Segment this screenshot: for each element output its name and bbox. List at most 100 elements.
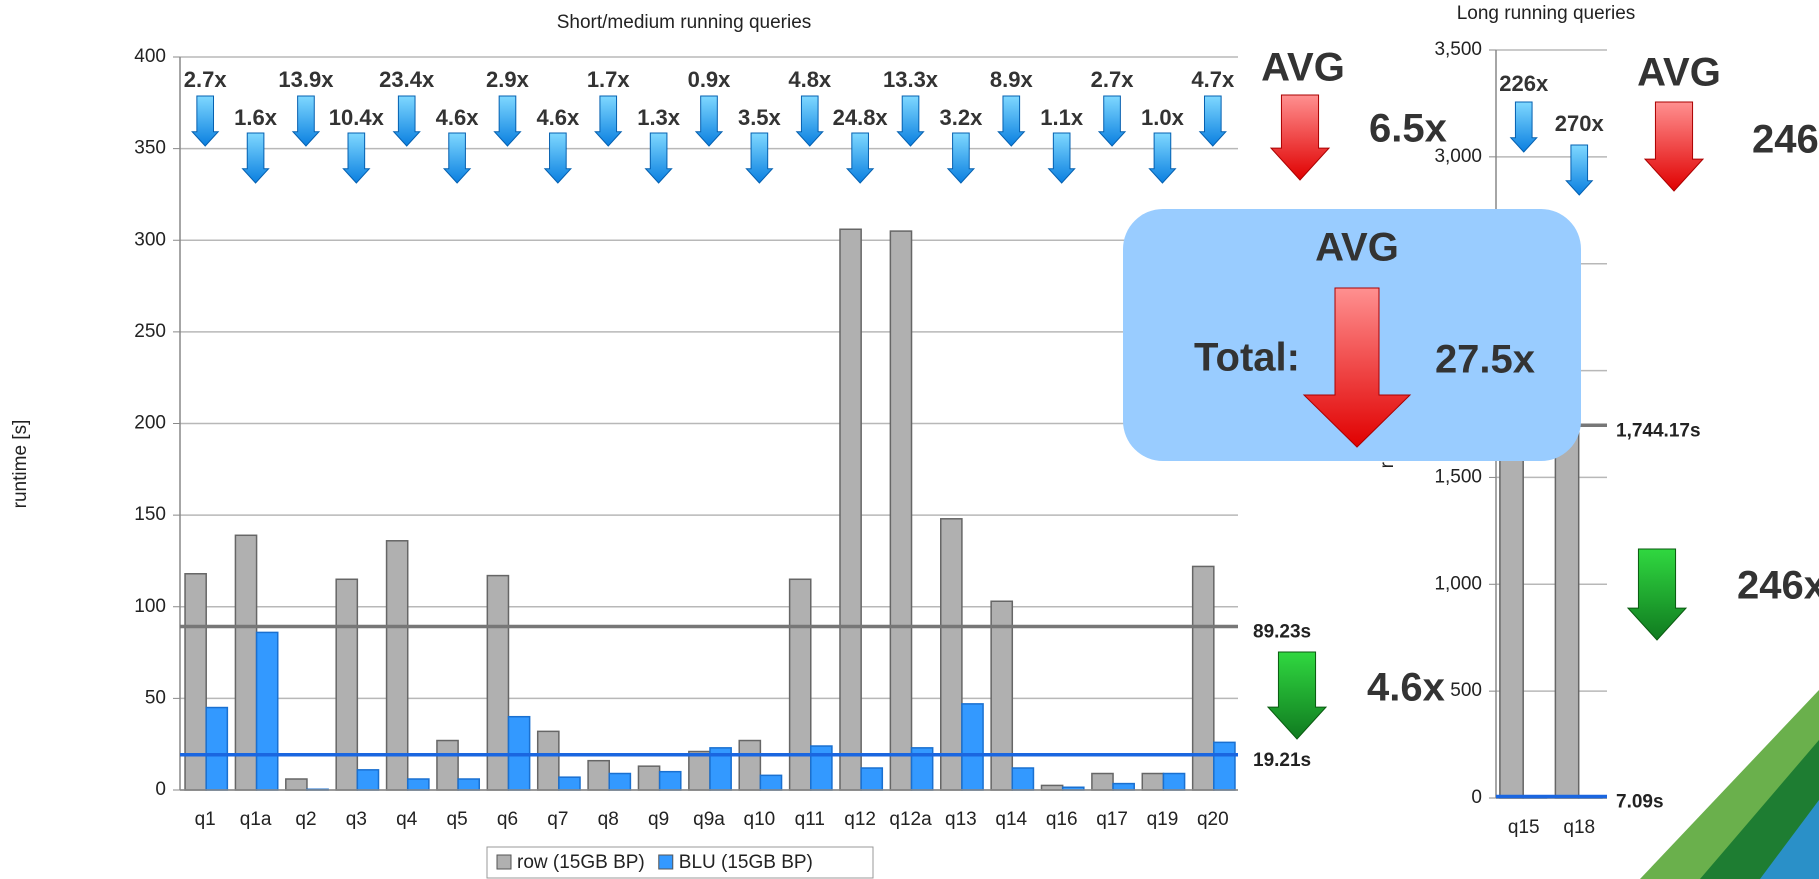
- y-tick-label: 150: [134, 504, 166, 525]
- speedup-label: 270x: [1555, 111, 1605, 136]
- bar: [688, 750, 711, 791]
- plot-layer: Short/medium running queries runtime [s] 0…: [10, 3, 1819, 879]
- speedup-label: 3.2x: [939, 105, 983, 130]
- corner-decoration: [1640, 690, 1819, 879]
- bar: [1091, 772, 1114, 791]
- y-axis-label: runtime [s]: [10, 420, 31, 509]
- speedup-arrow: [1047, 132, 1076, 184]
- y-tick-label: 200: [134, 413, 166, 434]
- bar: [205, 706, 229, 791]
- speedup-label: 226x: [1499, 71, 1549, 96]
- avg-speedup-arrow: [1643, 101, 1705, 192]
- bar: [457, 778, 481, 791]
- x-tick-label: q8: [598, 809, 619, 830]
- x-tick-label: q10: [744, 809, 776, 830]
- legend: row (15GB BP) BLU (15GB BP): [486, 846, 874, 879]
- x-tick-label: q12a: [889, 809, 932, 830]
- bar: [658, 770, 682, 791]
- avg-speedup-arrow: [1269, 94, 1331, 181]
- speedup-label: 2.7x: [184, 67, 228, 92]
- total-label: Total:: [1194, 336, 1300, 380]
- speedup-label: 4.8x: [788, 67, 832, 92]
- speedup-arrow: [392, 95, 421, 147]
- x-tick-label: q19: [1147, 809, 1179, 830]
- chart-title: Short/medium running queries: [557, 12, 812, 33]
- avg-title: AVG: [1637, 51, 1721, 95]
- avg-speedup-label: 246x: [1737, 564, 1819, 608]
- avg-speedup-arrow: [1266, 651, 1328, 740]
- legend-label: row (15GB BP): [517, 852, 645, 873]
- bar: [1011, 767, 1035, 791]
- speedup-label: 1.1x: [1040, 105, 1084, 130]
- speedup-label: 10.4x: [329, 105, 385, 130]
- legend-label: BLU (15GB BP): [679, 852, 813, 873]
- bar: [486, 574, 510, 791]
- x-tick-label: q9a: [693, 809, 725, 830]
- y-tick-label: 50: [145, 687, 166, 708]
- speedup-label: 13.3x: [883, 67, 939, 92]
- total-title: AVG: [1315, 226, 1399, 270]
- legend-swatch: [496, 854, 512, 870]
- speedup-arrow: [342, 132, 371, 184]
- x-tick-label: q16: [1046, 809, 1078, 830]
- speedup-label: 0.9x: [688, 67, 732, 92]
- y-tick-label: 1,000: [1434, 573, 1482, 594]
- speedup-arrow: [946, 132, 976, 184]
- y-tick-label: 250: [134, 321, 166, 342]
- bar: [234, 534, 258, 791]
- speedup-arrow: [1148, 132, 1177, 184]
- y-tick-label: 0: [1471, 787, 1482, 808]
- y-tick-label: 400: [134, 46, 166, 67]
- x-tick-label: q7: [547, 809, 568, 830]
- bar: [335, 578, 359, 791]
- bar: [889, 230, 913, 791]
- total-box: AVG Total: 27.5x: [1123, 209, 1581, 461]
- speedup-arrow: [442, 132, 472, 184]
- bar: [184, 573, 207, 791]
- speedup-arrow: [795, 95, 824, 147]
- x-tick-label: q12: [844, 809, 876, 830]
- avg-line-label: 1,744.17s: [1616, 420, 1701, 441]
- legend-frame: [486, 846, 874, 879]
- speedup-label: 1.0x: [1141, 105, 1185, 130]
- speedup-arrow: [543, 132, 572, 184]
- bar: [385, 540, 409, 791]
- x-tick-label: q1a: [240, 809, 272, 830]
- x-tick-label: q11: [795, 809, 825, 830]
- speedup-label: 4.6x: [536, 105, 580, 130]
- bar: [1141, 772, 1165, 791]
- speedup-label: 2.7x: [1091, 67, 1135, 92]
- x-tick-label: q13: [945, 809, 977, 830]
- y-tick-label: 0: [155, 779, 166, 800]
- avg-speedup-arrow: [1626, 548, 1688, 641]
- x-tick-label: q17: [1096, 809, 1128, 830]
- speedup-arrow: [1565, 144, 1594, 196]
- bar: [536, 730, 560, 791]
- x-tick-label: q14: [995, 809, 1027, 830]
- bar: [788, 578, 812, 791]
- speedup-arrow: [997, 95, 1026, 147]
- speedup-arrow: [694, 95, 724, 147]
- avg-speedup-label: 4.6x: [1367, 666, 1445, 710]
- speedup-label: 3.5x: [738, 105, 782, 130]
- speedup-label: 4.6x: [436, 105, 480, 130]
- x-tick-label: q18: [1563, 817, 1595, 838]
- x-tick-label: q4: [396, 809, 418, 830]
- avg-speedup-label: 246x: [1752, 118, 1819, 162]
- speedup-label: 23.4x: [379, 67, 435, 92]
- speedup-arrow: [745, 132, 774, 184]
- x-tick-label: q9: [648, 809, 669, 830]
- y-tick-label: 1,500: [1434, 466, 1482, 487]
- y-tick-label: 300: [134, 229, 166, 250]
- speedup-arrow: [241, 132, 270, 184]
- bar: [839, 228, 862, 791]
- speedup-arrow: [1198, 95, 1227, 147]
- bar: [587, 759, 610, 791]
- bar: [759, 774, 783, 791]
- chart-title: Long running queries: [1457, 3, 1636, 24]
- bar: [558, 776, 581, 791]
- bar: [436, 739, 459, 791]
- avg-line-label: 7.09s: [1616, 792, 1664, 813]
- bar: [406, 778, 430, 791]
- bar: [1554, 404, 1580, 799]
